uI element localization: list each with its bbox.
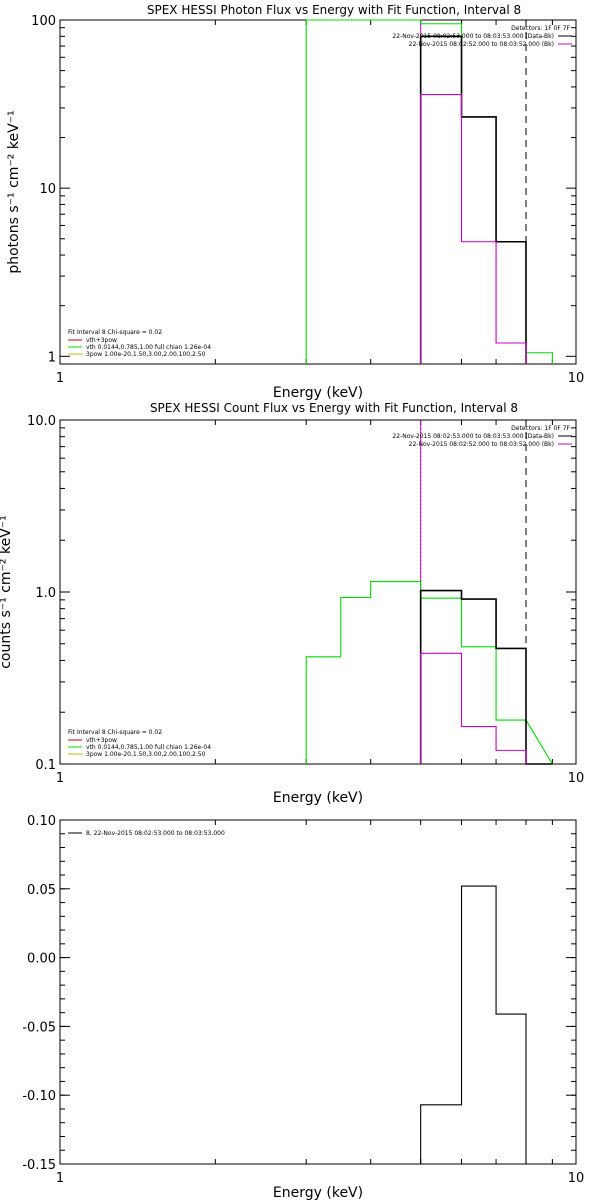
count-axis-ticks: 1 10 0.1 1.0 10.0: [27, 414, 584, 786]
photon-series-black: [419, 35, 527, 364]
residuals-y-tick-label: -0.05: [22, 1020, 56, 1035]
count-fit-header: Fit Interval 8 Chi-square = 0.02: [68, 729, 162, 736]
photon-x-axis-label: Energy (keV): [273, 385, 363, 401]
count-flux-panel: SPEX HESSI Count Flux vs Energy with Fit…: [0, 401, 584, 806]
residuals-y-tick-label: 0.05: [27, 883, 56, 898]
count-legend-header: Detectors: 1F 0F 7F: [511, 425, 570, 432]
residuals-y-tick-label: 0.10: [27, 814, 56, 829]
count-fit-item: 3pow 1.00e-20,1.50,3.00,2.00,100,2.50: [86, 751, 206, 758]
count-legend-item: 22-Nov-2015 08:02:52.000 to 08:03:52.000…: [409, 441, 554, 448]
residuals-panel: 1 10 -0.15 -0.10 -0.05 0.00 0.05 0.10 Energy (k…: [22, 814, 584, 1200]
count-fit-item: vth+3pow: [86, 737, 117, 744]
count-legend-right: Detectors: 1F 0F 7F 22-Nov-2015 08:02:53…: [392, 425, 572, 448]
photon-series-magenta: [420, 94, 527, 364]
residuals-y-tick-label: -0.15: [22, 1158, 56, 1173]
residuals-plot-frame: [59, 819, 577, 1165]
count-y-tick-label: 1.0: [35, 586, 56, 601]
photon-fit-item: 3pow 1.00e-20,1.50,3.00,2.00,100,2.50: [86, 351, 206, 358]
photon-reference-lines: [420, 20, 527, 364]
count-series-black: [419, 589, 553, 765]
residuals-y-tick-label: 0.00: [27, 952, 56, 967]
count-chart-title: SPEX HESSI Count Flux vs Energy with Fit…: [150, 401, 518, 415]
photon-flux-panel: SPEX HESSI Photon Flux vs Energy with Fi…: [6, 3, 584, 401]
residuals-series: [420, 885, 527, 1164]
photon-x-tick-label: 1: [56, 371, 64, 386]
residuals-y-tick-label: -0.10: [22, 1089, 56, 1104]
residuals-legend: 8, 22-Nov-2015 08:02:53.000 to 08:03:53.…: [68, 830, 225, 837]
count-series-green: [305, 581, 553, 765]
count-reference-lines: [420, 420, 527, 764]
count-legend-left: Fit Interval 8 Chi-square = 0.02 vth+3po…: [68, 729, 211, 758]
photon-legend-header: Detectors: 1F 0F 7F: [511, 25, 570, 32]
photon-y-tick-label: 100: [31, 14, 56, 29]
count-x-tick-label: 1: [56, 771, 64, 786]
photon-y-tick-label: 10: [39, 182, 56, 197]
photon-fit-item: vth+3pow: [86, 337, 117, 344]
count-y-axis-label: counts s⁻¹ cm⁻² keV⁻¹: [0, 515, 14, 669]
count-x-axis-label: Energy (keV): [273, 790, 363, 806]
residuals-x-axis-label: Energy (keV): [273, 1185, 363, 1200]
photon-series: [305, 19, 553, 364]
count-y-tick-label: 10.0: [27, 414, 56, 429]
photon-y-tick-label: 1: [48, 350, 56, 365]
residuals-x-tick-label: 10: [568, 1171, 585, 1186]
photon-fit-header: Fit Interval 8 Chi-square = 0.02: [68, 329, 162, 336]
photon-legend-item: 22-Nov-2015 08:02:52.000 to 08:03:52.000…: [409, 41, 554, 48]
residuals-x-tick-label: 1: [56, 1171, 64, 1186]
photon-plot-frame: [59, 19, 577, 365]
residuals-axis-ticks: 1 10 -0.15 -0.10 -0.05 0.00 0.05 0.10: [22, 814, 584, 1186]
residuals-series-black: [420, 885, 527, 1164]
residuals-legend-item: 8, 22-Nov-2015 08:02:53.000 to 08:03:53.…: [86, 830, 225, 837]
photon-legend-item: 22-Nov-2015 08:02:53.000 to 08:03:53.000…: [392, 33, 554, 40]
count-series-magenta: [420, 652, 527, 764]
count-series: [305, 581, 553, 765]
count-plot-frame: [59, 419, 577, 765]
count-fit-item: vth 0.0144,0.785,1.00 full chian 1.26e-0…: [86, 744, 211, 751]
count-y-tick-label: 0.1: [35, 758, 56, 773]
photon-series-green: [305, 19, 553, 364]
count-legend-item: 22-Nov-2015 08:02:53.000 to 08:03:53.000…: [392, 433, 554, 440]
photon-x-tick-label: 10: [568, 371, 585, 386]
photon-chart-title: SPEX HESSI Photon Flux vs Energy with Fi…: [147, 3, 521, 17]
count-x-tick-label: 10: [568, 771, 585, 786]
photon-legend-right: Detectors: 1F 0F 7F 22-Nov-2015 08:02:53…: [392, 25, 572, 48]
photon-fit-item: vth 0.0144,0.785,1.00 full chian 1.26e-0…: [86, 344, 211, 351]
photon-y-axis-label: photons s⁻¹ cm⁻² keV⁻¹: [6, 110, 22, 273]
photon-legend-left: Fit Interval 8 Chi-square = 0.02 vth+3po…: [68, 329, 211, 358]
